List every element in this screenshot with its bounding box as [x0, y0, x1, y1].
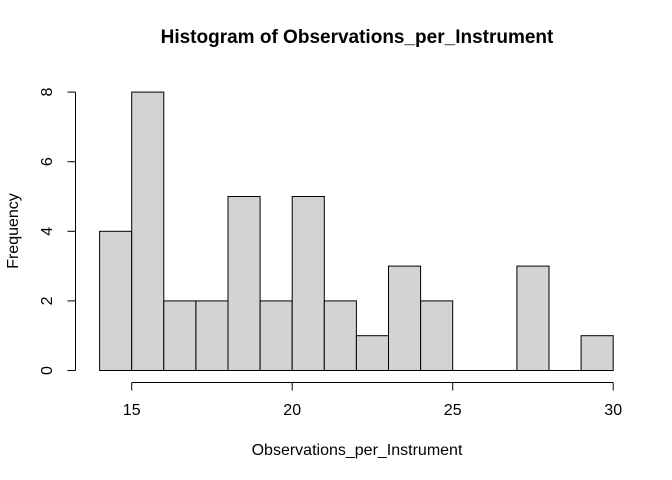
x-tick-label: 30	[604, 402, 622, 419]
histogram-bar	[163, 300, 197, 371]
y-tick-label: 6	[39, 157, 56, 166]
histogram-bar	[291, 196, 325, 371]
histogram-bar	[388, 265, 422, 372]
y-tick-label: 4	[39, 227, 56, 236]
histogram-bar	[355, 335, 389, 372]
x-tick-label: 20	[283, 402, 301, 419]
y-tick-label: 0	[39, 366, 56, 375]
x-tick-label: 15	[123, 402, 141, 419]
histogram-bar	[195, 300, 229, 371]
histogram-bar	[323, 300, 357, 371]
histogram-bar	[227, 196, 261, 371]
histogram-bar	[131, 91, 165, 371]
x-tick-label: 25	[444, 402, 462, 419]
histogram-bar	[516, 265, 550, 372]
y-axis-label: Frequency	[5, 193, 22, 269]
histogram-bar	[420, 300, 454, 371]
histogram-bar	[99, 230, 133, 371]
histogram-bar	[580, 335, 614, 372]
histogram-bar	[259, 300, 293, 371]
y-tick-label: 8	[39, 88, 56, 97]
y-tick-label: 2	[39, 296, 56, 305]
x-axis-label: Observations_per_Instrument	[251, 442, 463, 459]
chart-title: Histogram of Observations_per_Instrument	[160, 27, 554, 48]
